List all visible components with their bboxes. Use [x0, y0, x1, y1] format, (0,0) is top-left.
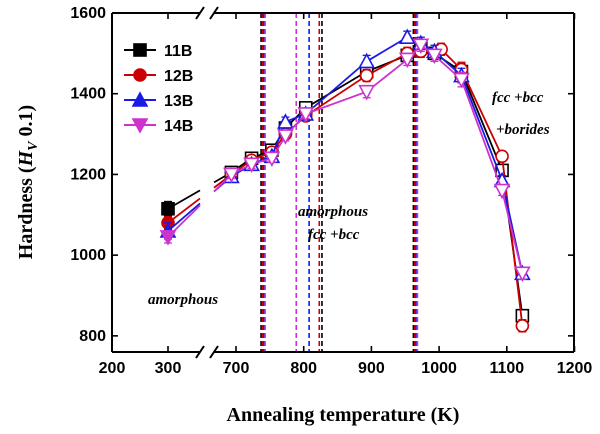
annotation-borides: +borides [496, 122, 550, 138]
legend-item-14B: 14B [124, 118, 193, 135]
data-point-12B [359, 68, 374, 83]
annotation-amorphous-mid: amorphous [298, 204, 368, 220]
legend-marker [133, 68, 147, 82]
phase-transition-lines [260, 13, 419, 352]
x-tick-label: 700 [223, 360, 250, 377]
data-point-14B [412, 38, 430, 54]
y-ticks: 800 1000 1200 1400 1600 [70, 5, 574, 345]
legend-item-13B: 13B [124, 91, 193, 110]
data-point-12B [515, 318, 530, 333]
legend-label: 14B [164, 118, 193, 135]
x-ticks: 200 300 700 800 900 1000 1100 1200 [99, 13, 593, 377]
data-point-14B [398, 52, 416, 69]
data-point-14B [159, 230, 177, 246]
x-axis-title: Annealing temperature (K) [227, 404, 460, 426]
annotation-amorphous-low: amorphous [148, 292, 218, 308]
series-layer [159, 28, 531, 333]
data-point-14B [243, 157, 260, 174]
legend-item-12B: 12B [124, 68, 193, 85]
series-11B [161, 40, 530, 323]
y-axis-title: Hardness (HV 0.1) [15, 105, 41, 259]
legend-marker [133, 43, 147, 57]
data-point-14B [514, 266, 531, 282]
axis-break-bottom [195, 345, 219, 359]
legend-marker [131, 91, 149, 107]
plot-frame [111, 6, 575, 359]
x-tick-label: 900 [358, 360, 385, 377]
data-point-13B [277, 113, 294, 129]
y-tick-label: 800 [79, 328, 106, 345]
legend-label: 12B [164, 68, 193, 85]
data-point-14B [263, 151, 281, 167]
legend-label: 11B [164, 43, 192, 60]
y-tick-label: 1600 [70, 5, 106, 22]
x-tick-label: 200 [99, 360, 126, 377]
y-tick-label: 1400 [70, 86, 106, 103]
data-point-14B [426, 48, 443, 65]
data-point-14B [453, 72, 470, 89]
data-point-11B [161, 201, 175, 216]
data-point-14B [223, 167, 240, 184]
legend-marker [131, 118, 149, 134]
x-tick-label: 1100 [489, 360, 524, 377]
axis-break-top [195, 6, 219, 20]
legend-label: 13B [164, 93, 193, 110]
annotation-fcc-bcc-right: fcc +bcc [492, 90, 544, 106]
y-tick-label: 1000 [70, 247, 106, 264]
data-point-14B [277, 129, 294, 145]
series-14B [159, 38, 531, 282]
x-tick-label: 1000 [421, 360, 457, 377]
x-tick-label: 300 [155, 360, 182, 377]
data-point-14B [297, 107, 315, 123]
y-tick-label: 1200 [70, 166, 106, 183]
legend: 11B 12B 13B 14B [124, 43, 193, 135]
data-point-13B [398, 28, 416, 45]
x-tick-label: 1200 [557, 360, 593, 377]
annotation-fcc-bcc-mid: fcc +bcc [308, 227, 360, 243]
data-point-14B [493, 183, 511, 200]
data-point-12B [495, 149, 509, 164]
data-point-14B [358, 84, 376, 101]
data-point-13B [358, 52, 376, 69]
x-tick-label: 800 [290, 360, 317, 377]
legend-item-11B: 11B [124, 43, 192, 60]
